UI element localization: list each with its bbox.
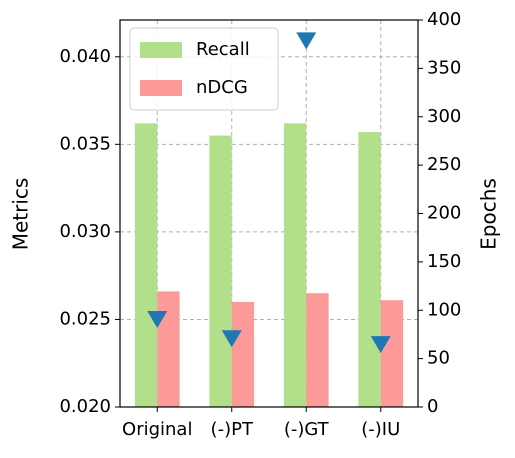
- y-tick-label: 0.040: [59, 46, 111, 67]
- y2-axis-label: Epochs: [477, 178, 501, 250]
- y2-tick-label: 150: [427, 251, 461, 272]
- bar: [358, 132, 381, 408]
- plot-frame: [119, 19, 419, 408]
- y2-tick-label: 0: [427, 396, 438, 417]
- y2-tick-label: 350: [427, 57, 461, 78]
- bar: [306, 293, 329, 407]
- x-tick-label: (-)GT: [284, 419, 330, 440]
- bar: [380, 300, 404, 407]
- bar: [134, 123, 158, 407]
- y2-tick-label: 100: [427, 299, 461, 320]
- legend-label: Recall: [196, 39, 250, 60]
- x-tick-label: (-)PT: [211, 419, 254, 440]
- y2-tick-label: 200: [427, 203, 461, 224]
- bar: [157, 291, 180, 407]
- y2-tick-label: 50: [427, 348, 450, 369]
- y-tick-label: 0.030: [59, 221, 111, 242]
- marker: [296, 32, 317, 50]
- y2-tick-label: 250: [427, 154, 461, 175]
- bar: [231, 301, 255, 407]
- bar: [209, 135, 232, 408]
- y-tick-label: 0.025: [59, 308, 111, 329]
- bar: [283, 123, 307, 407]
- y2-tick-label: 400: [427, 9, 461, 30]
- y-axis-label: Metrics: [9, 178, 33, 251]
- y-tick-label: 0.020: [59, 396, 111, 417]
- x-tick-label: (-)IU: [361, 419, 400, 440]
- y-tick-label: 0.035: [59, 133, 111, 154]
- legend-swatch: [140, 80, 182, 96]
- legend-label: nDCG: [196, 77, 248, 98]
- y2-tick-label: 300: [427, 106, 461, 127]
- x-tick-label: Original: [122, 419, 192, 440]
- marker: [370, 336, 391, 354]
- marker: [221, 330, 242, 348]
- legend-swatch: [140, 42, 182, 58]
- marker: [147, 310, 168, 328]
